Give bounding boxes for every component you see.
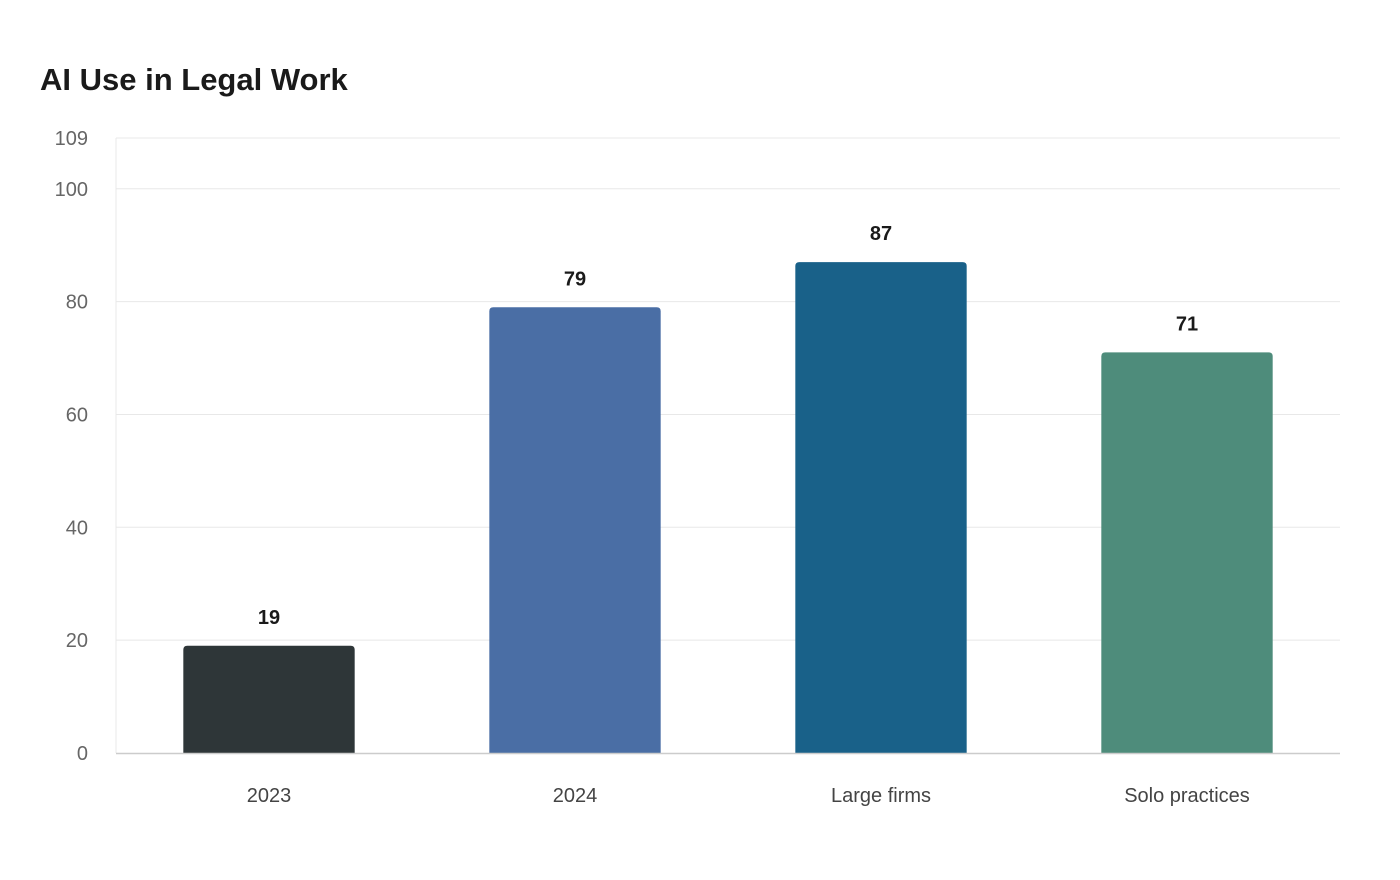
bar <box>183 645 355 753</box>
y-tick-label: 109 <box>55 128 88 150</box>
axes <box>115 138 1340 755</box>
grid-lines <box>116 137 1340 641</box>
chart-title: AI Use in Legal Work <box>40 62 348 97</box>
bar <box>489 307 661 753</box>
labels: 0 20 40 60 80 100 109 19 2023 79 2024 87 Large firms… <box>55 128 1250 807</box>
y-tick-label: 100 <box>55 179 88 201</box>
bars <box>183 262 1273 753</box>
bar-value-label: 19 <box>258 607 280 629</box>
x-category-label: 2024 <box>553 785 598 807</box>
y-tick-label: 80 <box>66 292 88 314</box>
y-tick-label: 0 <box>77 743 88 765</box>
y-tick-label: 60 <box>66 404 88 426</box>
y-tick-label: 20 <box>66 630 88 652</box>
x-category-label: Large firms <box>831 785 931 807</box>
x-category-label: 2023 <box>247 785 292 807</box>
bar-value-label: 71 <box>1176 313 1198 335</box>
x-category-label: Solo practices <box>1124 785 1250 807</box>
bar <box>795 262 967 753</box>
bar-value-label: 79 <box>564 268 586 290</box>
bar <box>1101 352 1273 753</box>
bar-value-label: 87 <box>870 223 892 245</box>
y-tick-label: 40 <box>66 517 88 539</box>
